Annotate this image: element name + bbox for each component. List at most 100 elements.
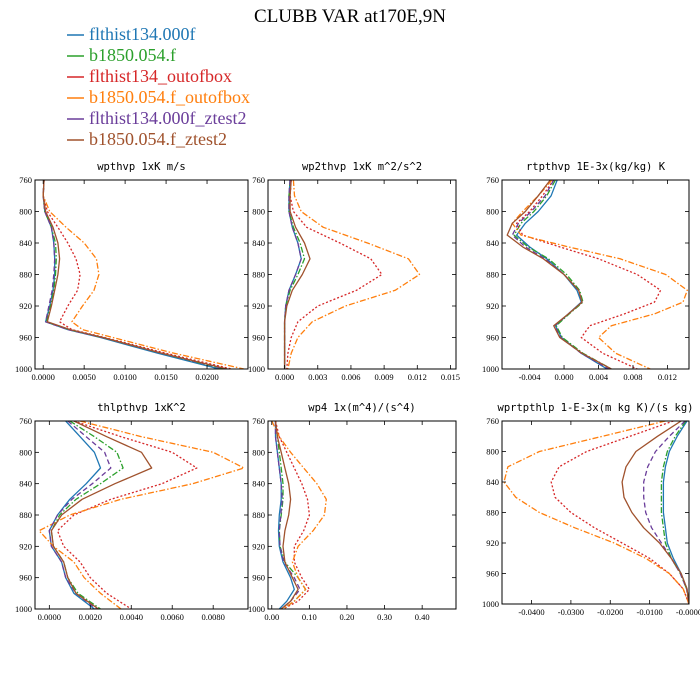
y-tick-label: 880 <box>252 510 265 520</box>
y-tick-label: 760 <box>19 416 32 426</box>
series-line <box>515 180 662 369</box>
y-tick-label: 800 <box>19 447 32 457</box>
y-tick-label: 880 <box>486 270 499 280</box>
legend-label: flthist134_outofbox <box>89 66 232 86</box>
series-line <box>621 421 689 604</box>
figure-title: CLUBB VAR at170E,9N <box>254 6 446 27</box>
chart-panel: rtpthvp 1E-3x(kg/kg) K 760 800 840 880 920 960… <box>482 161 690 382</box>
y-tick-label: 920 <box>252 301 265 311</box>
x-tick-label: 0.20 <box>340 612 355 622</box>
y-tick-label: 960 <box>252 333 265 343</box>
x-tick-label: 0.012 <box>408 372 427 382</box>
series-line <box>50 421 153 609</box>
y-tick-label: 920 <box>19 301 32 311</box>
y-tick-label: 880 <box>19 510 32 520</box>
y-tick-label: 1000 <box>482 364 499 374</box>
series-line <box>42 180 224 369</box>
series-line <box>660 421 689 604</box>
legend: flthist134.000fb1850.054.fflthist134_out… <box>67 24 250 149</box>
y-tick-label: 1000 <box>15 364 32 374</box>
series-line <box>56 421 198 609</box>
y-tick-label: 920 <box>252 541 265 551</box>
panel-title: wp2thvp 1xK m^2/s^2 <box>302 161 422 173</box>
y-tick-label: 800 <box>252 447 265 457</box>
series-line <box>271 421 327 609</box>
x-tick-label: 0.000 <box>275 372 294 382</box>
series-line <box>511 180 688 369</box>
y-tick-label: 840 <box>252 479 265 489</box>
x-tick-label: 0.0080 <box>201 612 224 622</box>
x-tick-label: 0.0060 <box>161 612 184 622</box>
y-tick-label: 840 <box>486 238 499 248</box>
series-line <box>283 180 311 369</box>
y-tick-label: 1000 <box>482 599 499 609</box>
series-line <box>283 180 306 369</box>
series-line <box>42 180 226 369</box>
y-tick-label: 920 <box>19 541 32 551</box>
series-line <box>42 180 245 369</box>
x-tick-label: -0.0000 <box>676 607 700 617</box>
y-tick-label: 800 <box>486 207 499 217</box>
legend-entry: flthist134.000f_ztest2 <box>67 108 246 128</box>
y-tick-label: 840 <box>19 479 32 489</box>
y-tick-label: 880 <box>19 270 32 280</box>
series-line <box>274 421 301 609</box>
legend-label: flthist134.000f <box>89 24 196 44</box>
y-tick-label: 760 <box>252 416 265 426</box>
y-tick-label: 800 <box>486 447 499 457</box>
series-line <box>506 180 612 369</box>
x-tick-label: 0.10 <box>302 612 317 622</box>
panel-title: thlpthvp 1xK^2 <box>97 402 186 414</box>
x-tick-label: 0.009 <box>375 372 394 382</box>
y-tick-label: 960 <box>19 573 32 583</box>
series-line <box>513 180 612 369</box>
y-tick-label: 760 <box>486 175 499 185</box>
y-tick-label: 760 <box>486 416 499 426</box>
series-line <box>643 421 689 604</box>
x-tick-label: 0.004 <box>589 372 609 382</box>
chart-panel: thlpthvp 1xK^2 760 800 840 880 920 960 1000 0.00… <box>15 402 249 622</box>
x-tick-label: 0.003 <box>308 372 327 382</box>
panels: wpthvp 1xK m/s76080084088092096010000.00… <box>15 161 700 622</box>
series-line <box>42 180 228 369</box>
y-tick-label: 760 <box>19 175 32 185</box>
y-tick-label: 760 <box>252 175 265 185</box>
y-tick-label: 1000 <box>15 604 32 614</box>
series-line <box>287 180 421 369</box>
plot-frame <box>34 179 249 370</box>
series-line <box>550 421 689 604</box>
y-tick-label: 960 <box>486 333 499 343</box>
y-tick-label: 880 <box>486 508 499 518</box>
series-line <box>515 180 608 369</box>
x-tick-label: 0.40 <box>415 612 430 622</box>
series-line <box>511 180 610 369</box>
legend-entry: b1850.054.f_outofbox <box>67 87 250 107</box>
x-tick-label: 0.006 <box>341 372 360 382</box>
y-tick-label: 800 <box>19 207 32 217</box>
x-tick-label: 0.0000 <box>32 372 55 382</box>
x-tick-label: 0.0050 <box>72 372 95 382</box>
y-tick-label: 800 <box>252 207 265 217</box>
y-tick-label: 960 <box>19 333 32 343</box>
x-tick-label: -0.004 <box>519 372 542 382</box>
y-tick-label: 840 <box>252 238 265 248</box>
y-tick-label: 840 <box>486 477 499 487</box>
x-tick-label: 0.0100 <box>113 372 136 382</box>
panel-title: rtpthvp 1E-3x(kg/kg) K <box>526 161 666 173</box>
x-tick-label: 0.0150 <box>154 372 177 382</box>
series-line <box>274 421 311 609</box>
x-tick-label: 0.015 <box>441 372 460 382</box>
series-line <box>42 180 220 369</box>
x-tick-label: 0.0200 <box>195 372 218 382</box>
x-tick-label: -0.0200 <box>597 607 623 617</box>
panel-title: wp4 1x(m^4)/(s^4) <box>308 402 415 414</box>
x-tick-label: -0.0400 <box>518 607 544 617</box>
x-tick-label: 0.0040 <box>120 612 143 622</box>
legend-entry: flthist134_outofbox <box>67 66 232 86</box>
legend-entry: b1850.054.f <box>67 45 176 65</box>
y-tick-label: 960 <box>252 573 265 583</box>
series-line <box>286 180 383 369</box>
legend-label: b1850.054.f_ztest2 <box>89 129 227 149</box>
y-tick-label: 880 <box>252 270 265 280</box>
